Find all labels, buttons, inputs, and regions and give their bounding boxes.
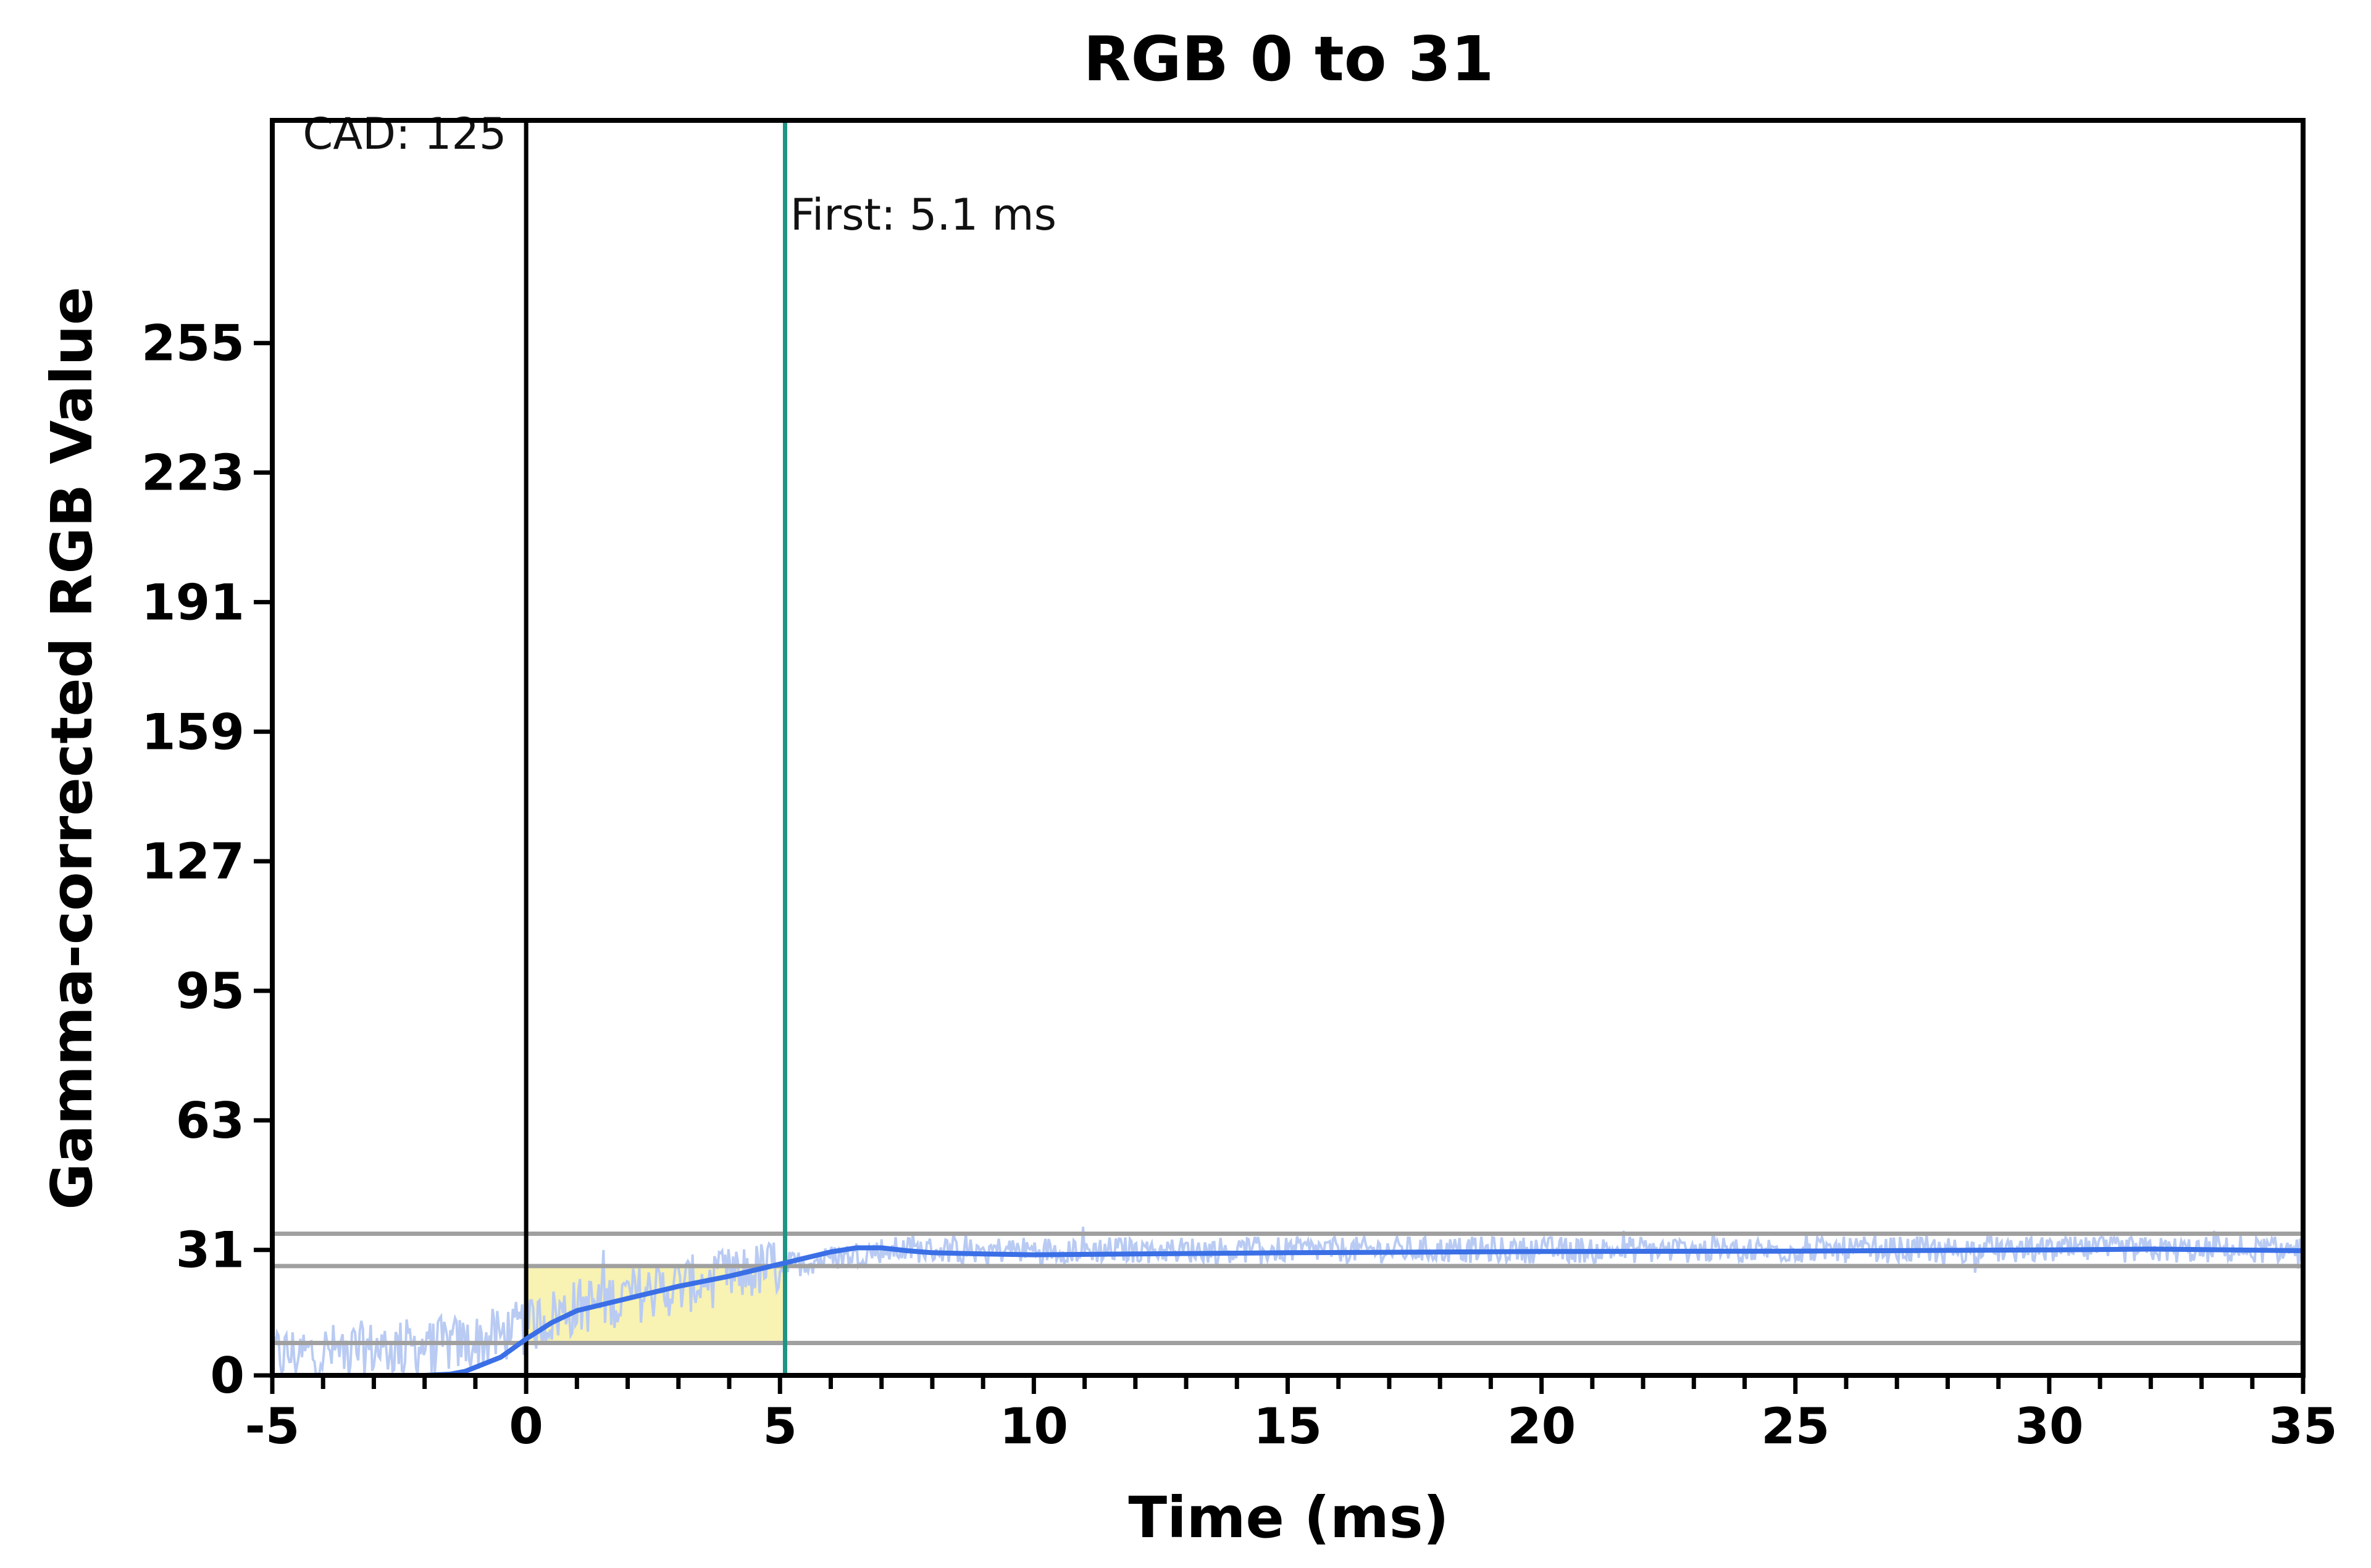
y-axis: 0 31 63 95 127 159 191 223 255 — [141, 315, 272, 1404]
x-tick-label: 20 — [1507, 1398, 1576, 1455]
x-tick-label: 35 — [2269, 1398, 2337, 1455]
y-axis-label: Gamma-corrected RGB Value — [39, 286, 105, 1209]
chart-title: RGB 0 to 31 — [1084, 23, 1494, 95]
reference-lines-group — [272, 120, 2303, 1375]
y-tick-label: 31 — [176, 1222, 245, 1279]
x-axis-label: Time (ms) — [1128, 1485, 1449, 1551]
plot-background — [272, 120, 2303, 1375]
x-tick-label: -5 — [245, 1398, 300, 1455]
smoothed-series-line — [270, 1245, 2306, 1378]
x-tick-label: 5 — [763, 1398, 797, 1455]
y-tick-label: 159 — [141, 703, 245, 761]
y-tick-label: 95 — [176, 962, 245, 1020]
annotations-group: CAD: 125 First: 5.1 ms — [303, 109, 1056, 240]
annotation-label: CAD: 125 — [303, 109, 506, 159]
x-tick-label: 15 — [1253, 1398, 1322, 1455]
y-tick-label: 223 — [141, 444, 245, 502]
y-tick-label: 255 — [141, 315, 245, 372]
x-tick-label: 0 — [509, 1398, 543, 1455]
x-tick-label: 10 — [1000, 1398, 1068, 1455]
y-tick-label: 127 — [141, 833, 245, 890]
annotation-label: First: 5.1 ms — [790, 190, 1056, 240]
y-tick-label: 63 — [176, 1092, 245, 1149]
x-tick-label: 25 — [1761, 1398, 1829, 1455]
x-axis: -5 0 5 10 15 20 25 30 35 — [245, 1375, 2338, 1455]
smoothed-series-group — [270, 1245, 2306, 1378]
y-tick-label: 191 — [141, 573, 245, 631]
plot-area: CAD: 125 First: 5.1 ms — [270, 109, 2306, 1378]
x-tick-label: 30 — [2015, 1398, 2083, 1455]
y-tick-label: 0 — [210, 1347, 245, 1404]
